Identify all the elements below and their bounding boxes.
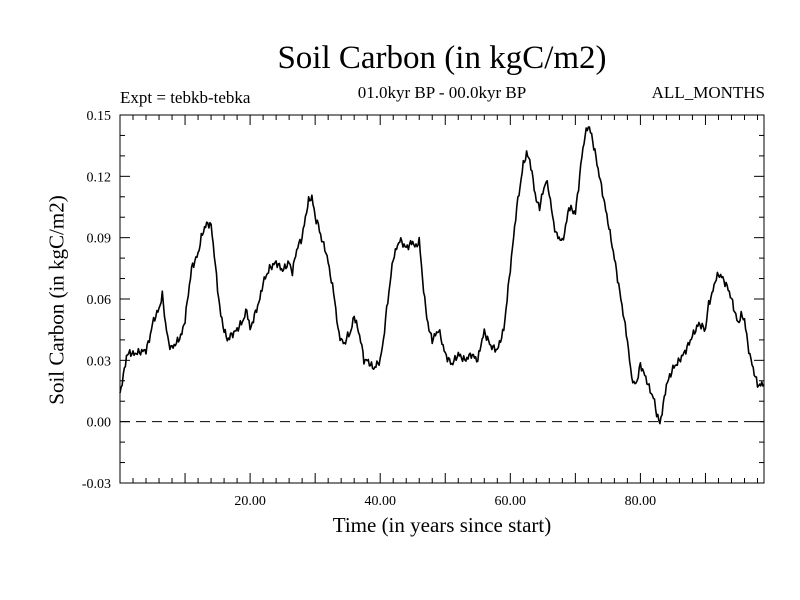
x-tick-label: 20.00 — [234, 494, 266, 509]
axis-ticks — [120, 114, 764, 484]
period-label: ALL_MONTHS — [651, 83, 765, 102]
chart-subtitle: 01.0kyr BP - 00.0kyr BP — [357, 83, 527, 102]
axis-tick-labels: 20.00 40.00 60.00 80.00 -0.03 0.00 0.03 0.06 0.0… — [82, 109, 656, 509]
y-tick-label: 0.03 — [87, 354, 112, 369]
y-axis-label: Soil Carbon (in kgC/m2) — [44, 195, 69, 405]
series-line — [119, 126, 765, 425]
plot-frame — [119, 114, 765, 484]
x-tick-label: 40.00 — [364, 494, 396, 509]
y-tick-label: 0.00 — [87, 416, 112, 431]
x-tick-label: 80.00 — [625, 494, 657, 509]
x-tick-label: 60.00 — [495, 494, 527, 509]
x-axis-label: Time (in years since start) — [332, 513, 552, 537]
y-tick-label: -0.03 — [82, 477, 111, 492]
experiment-label: Expt = tebkb-tebka — [120, 88, 251, 107]
y-tick-label: 0.15 — [87, 109, 112, 124]
chart-title: Soil Carbon (in kgC/m2) — [277, 40, 607, 76]
y-tick-label: 0.09 — [87, 232, 112, 247]
y-tick-label: 0.12 — [87, 170, 112, 185]
y-tick-label: 0.06 — [87, 293, 112, 308]
